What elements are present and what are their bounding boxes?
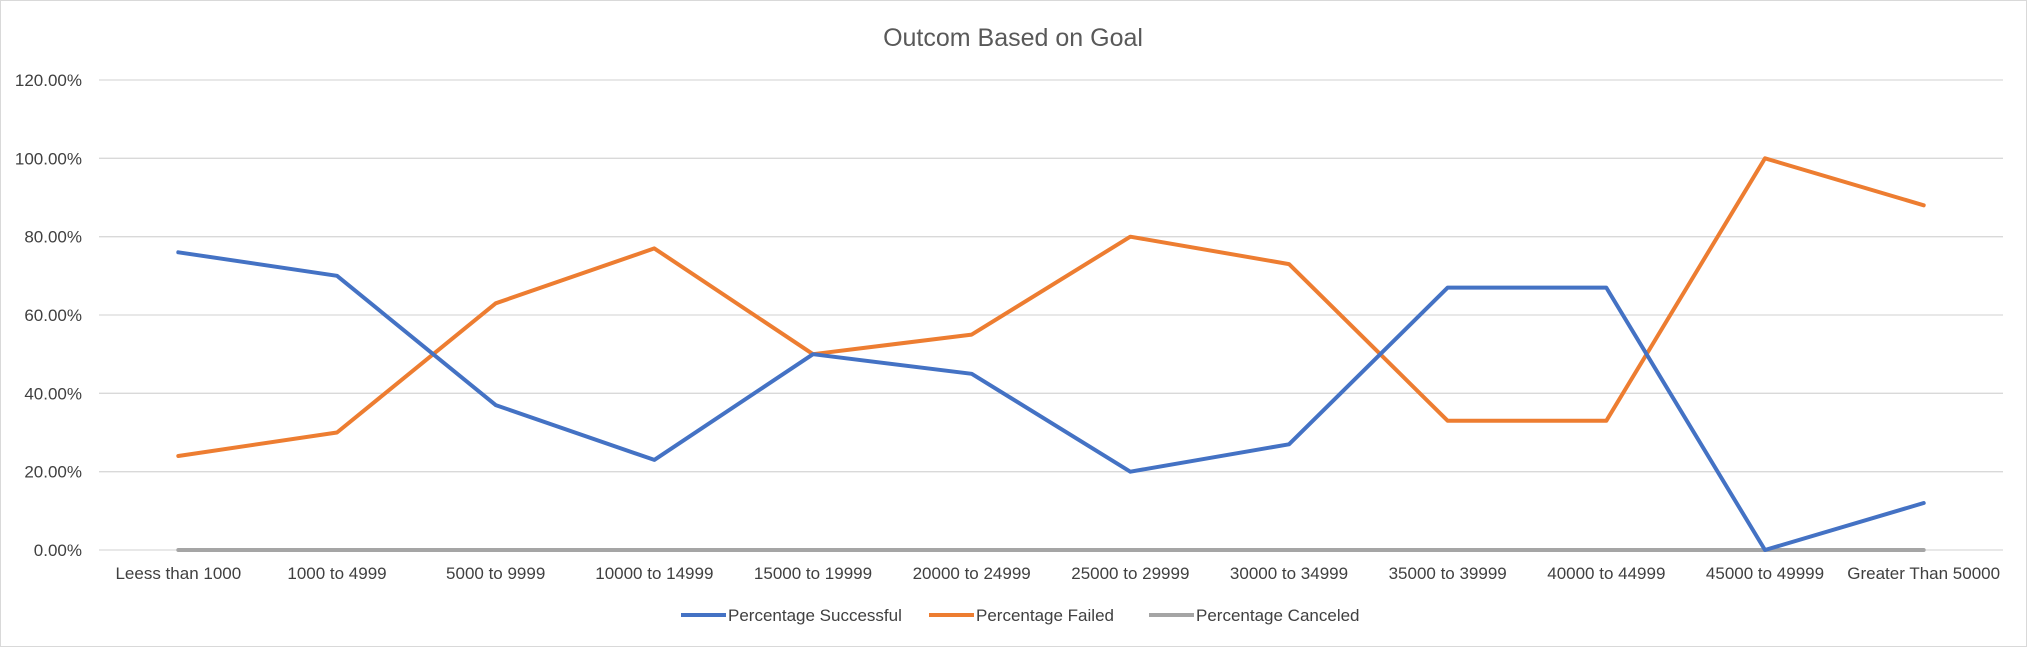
legend-label-percentage-failed: Percentage Failed [976, 606, 1114, 625]
legend-label-percentage-successful: Percentage Successful [728, 606, 902, 625]
y-tick-label: 60.00% [24, 306, 82, 325]
series-line-percentage-successful [176, 250, 1926, 552]
legend: Percentage Successful Percentage Failed Pe… [681, 606, 1360, 625]
x-tick-label: 20000 to 24999 [913, 564, 1031, 583]
legend-label-percentage-canceled: Percentage Canceled [1196, 606, 1360, 625]
y-tick-label: 80.00% [24, 228, 82, 247]
x-tick-label: 1000 to 4999 [287, 564, 386, 583]
x-tick-label: 10000 to 14999 [595, 564, 713, 583]
gridlines [99, 79, 2003, 551]
series-lines [176, 156, 1926, 552]
x-tick-label: Greater Than 50000 [1847, 564, 2000, 583]
x-tick-label: 45000 to 49999 [1706, 564, 1824, 583]
y-axis-ticks: 0.00% 20.00% 40.00% 60.00% 80.00% 100.00% 120.… [15, 71, 82, 560]
series-line-percentage-failed [176, 156, 1926, 458]
y-tick-label: 0.00% [34, 541, 82, 560]
x-tick-label: 30000 to 34999 [1230, 564, 1348, 583]
x-tick-label: 40000 to 44999 [1547, 564, 1665, 583]
x-tick-label: 15000 to 19999 [754, 564, 872, 583]
x-tick-label: 25000 to 29999 [1071, 564, 1189, 583]
y-tick-label: 40.00% [24, 384, 82, 403]
x-axis-ticks: Leess than 1000 1000 to 4999 5000 to 9999 1… [115, 564, 2000, 583]
y-tick-label: 100.00% [15, 149, 82, 168]
x-tick-label: 5000 to 9999 [446, 564, 545, 583]
x-tick-label: Leess than 1000 [115, 564, 241, 583]
x-tick-label: 35000 to 39999 [1389, 564, 1507, 583]
y-tick-label: 20.00% [24, 463, 82, 482]
chart-title: Outcom Based on Goal [883, 24, 1143, 52]
y-tick-label: 120.00% [15, 71, 82, 90]
